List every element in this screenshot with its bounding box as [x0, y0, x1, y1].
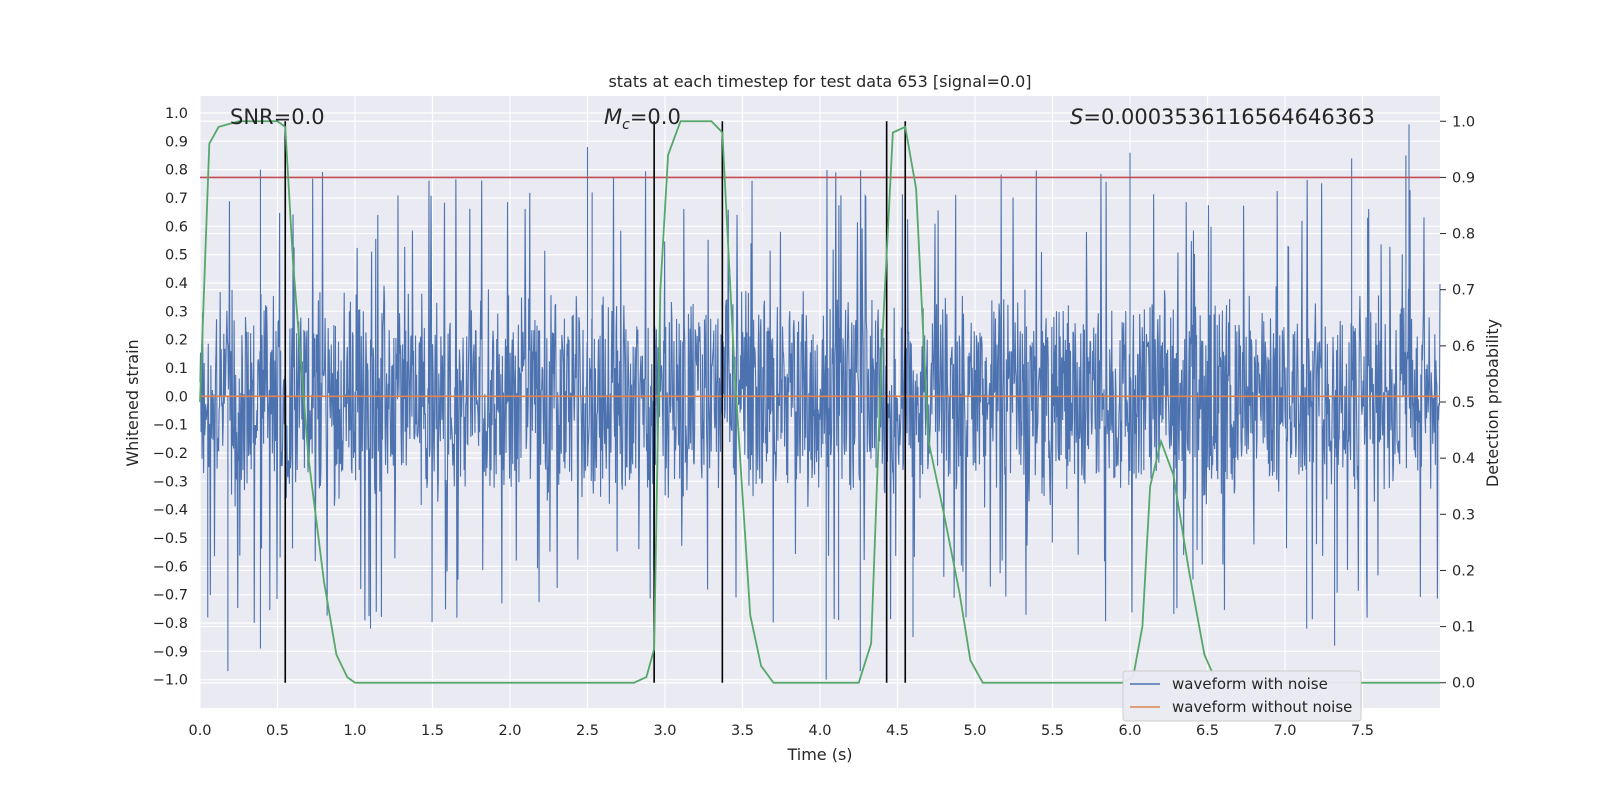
- legend-box: [1122, 670, 1362, 722]
- s-value: =0.0003536116564646363: [1083, 105, 1375, 129]
- x-tick-label: 4.5: [886, 723, 909, 739]
- y-tick-label: 0.4: [165, 276, 188, 292]
- x-tick-label: 4.0: [808, 723, 831, 739]
- y-tick-label: −0.2: [153, 446, 188, 462]
- x-tick-label: 2.0: [498, 723, 521, 739]
- x-tick-label: 2.5: [576, 723, 599, 739]
- y2-tick-label: 0.3: [1452, 507, 1475, 523]
- detection-probability-line: [199, 120, 1440, 684]
- mc-annotation: Mc=0.0: [604, 105, 681, 133]
- y2-axis-label: Detection probability: [1483, 319, 1502, 487]
- legend-label-noise: waveform with noise: [1172, 675, 1328, 693]
- y2-tick-label: 0.5: [1452, 395, 1475, 411]
- y2-tick-label: 0.2: [1452, 563, 1475, 579]
- y-tick-label: 0.5: [165, 248, 188, 264]
- x-tick-label: 1.5: [421, 723, 444, 739]
- y-tick-label: −0.9: [153, 644, 188, 660]
- legend-label-clean: waveform without noise: [1172, 698, 1352, 716]
- x-tick-label: 3.0: [653, 723, 676, 739]
- y-tick-label: 0.6: [165, 219, 188, 235]
- tick-labels: 0.0 0.5 1.0 1.5 2.0 2.5 3.0 3.5 4.0 4.5 5.0 5.5 6.0 6…: [153, 106, 1475, 739]
- y-tick-label: −0.1: [153, 418, 188, 434]
- y-tick-label: −0.4: [153, 503, 188, 519]
- y-tick-label: 0.8: [165, 163, 188, 179]
- x-tick-label: 0.0: [188, 723, 211, 739]
- y2-tick-label: 1.0: [1452, 114, 1475, 130]
- x-tick-label: 5.0: [963, 723, 986, 739]
- x-tick-label: 0.5: [266, 723, 289, 739]
- y2-tick-label: 0.6: [1452, 339, 1475, 355]
- y-tick-label: 1.0: [165, 106, 188, 122]
- y2-tick-label: 0.1: [1452, 620, 1475, 636]
- y-tick-label: −1.0: [153, 673, 188, 689]
- x-tick-label: 7.0: [1273, 723, 1296, 739]
- y2-tick-label: 0.8: [1452, 227, 1475, 243]
- y-tick-label: 0.0: [165, 389, 188, 405]
- x-tick-label: 7.5: [1351, 723, 1374, 739]
- y2-tick-label: 0.0: [1452, 676, 1475, 692]
- x-tick-label: 3.5: [731, 723, 754, 739]
- s-annotation: S=0.0003536116564646363: [1070, 105, 1375, 129]
- y-tick-label: 0.2: [165, 333, 188, 349]
- x-tick-label: 6.5: [1196, 723, 1219, 739]
- legend: waveform with noise waveform without noi…: [1122, 670, 1362, 722]
- mc-value: =0.0: [630, 105, 681, 129]
- chart-title: stats at each timestep for test data 653…: [608, 72, 1031, 91]
- mc-symbol: M: [604, 105, 622, 129]
- y-tick-label: −0.5: [153, 531, 188, 547]
- y2-tick-label: 0.4: [1452, 451, 1475, 467]
- overlay-series: [199, 120, 1440, 684]
- noise-waveform-line: [199, 124, 1441, 680]
- mc-subscript: c: [622, 117, 630, 133]
- y-tick-label: −0.3: [153, 474, 188, 490]
- snr-annotation: SNR=0.0: [230, 105, 325, 129]
- x-tick-label: 6.0: [1118, 723, 1141, 739]
- y2-tick-label: 0.9: [1452, 170, 1475, 186]
- y-axis-label: Whitened strain: [123, 339, 142, 466]
- y-tick-label: −0.8: [153, 616, 188, 632]
- x-axis-label: Time (s): [786, 745, 852, 764]
- noise-series: [199, 124, 1441, 680]
- y-tick-label: 0.9: [165, 134, 188, 150]
- y-tick-label: 0.7: [165, 191, 188, 207]
- x-tick-label: 1.0: [343, 723, 366, 739]
- y-tick-label: 0.3: [165, 304, 188, 320]
- y-tick-label: 0.1: [165, 361, 188, 377]
- y-tick-label: −0.7: [153, 588, 188, 604]
- y2-tick-label: 0.7: [1452, 283, 1475, 299]
- y-tick-label: −0.6: [153, 559, 188, 575]
- x-tick-label: 5.5: [1041, 723, 1064, 739]
- s-symbol: S: [1070, 105, 1083, 129]
